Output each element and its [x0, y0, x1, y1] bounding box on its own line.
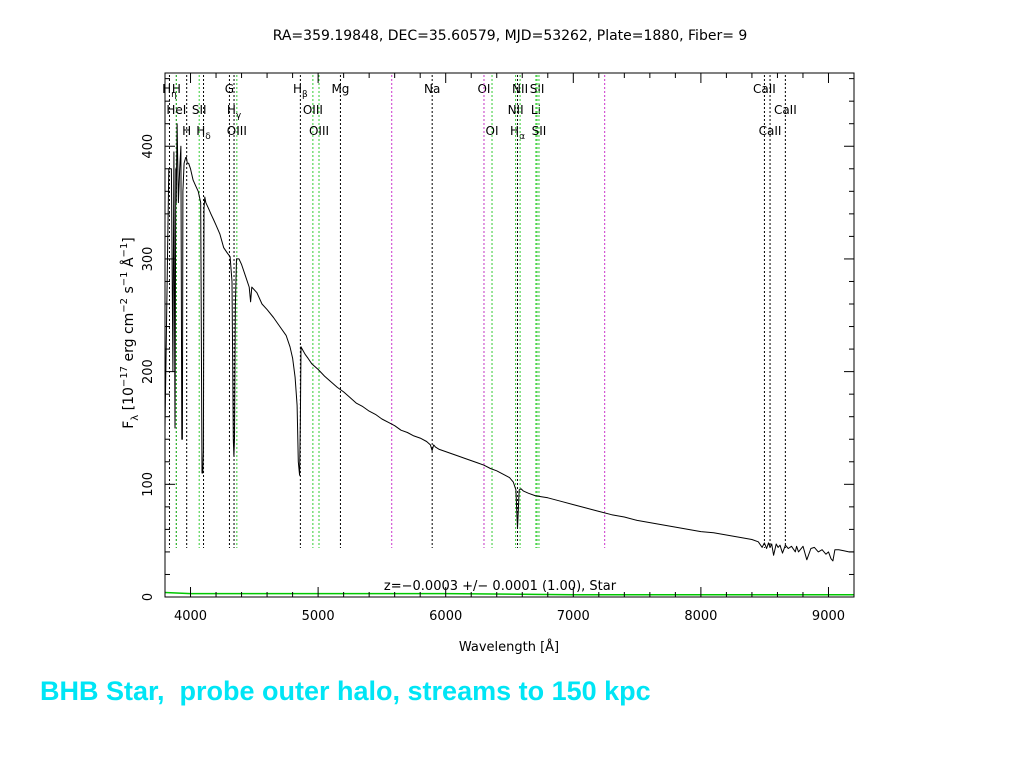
- spectral-line-label: OI: [486, 124, 499, 138]
- spectral-line-label: OIII: [309, 124, 329, 138]
- spectral-line-label: HeI: [166, 103, 186, 117]
- chart-title: RA=359.19848, DEC=35.60579, MJD=53262, P…: [273, 28, 748, 44]
- y-tick-label: 100: [141, 472, 156, 497]
- spectral-line-label: NII: [512, 82, 528, 96]
- y-label-exp2: −2: [119, 298, 130, 313]
- spectral-line-label: OIII: [227, 124, 247, 138]
- y-tick-label: 400: [141, 134, 156, 159]
- spectral-line-label: CaII: [753, 82, 776, 96]
- spectral-line-label: Mg: [331, 82, 349, 96]
- y-axis-label: Fλ [10−17 erg cm−2 s−1 Å−1]: [119, 237, 141, 429]
- spectral-line-label-subscript: α: [519, 132, 525, 142]
- spectral-line-label: SII: [530, 82, 545, 96]
- x-tick-label: 7000: [557, 609, 590, 624]
- y-label-exp1: −1: [119, 271, 130, 286]
- spectrum-chart: RA=359.19848, DEC=35.60579, MJD=53262, P…: [119, 28, 855, 655]
- axes: 4000 5000 6000 7000 8000 9000 0 100 200 300 400: [141, 73, 855, 624]
- plot-area: [164, 123, 854, 596]
- slide-caption: BHB Star, probe outer halo, streams to 1…: [40, 676, 651, 706]
- spectral-line-label-subscript: β: [302, 90, 308, 100]
- x-axis-label: Wavelength [Å]: [459, 639, 559, 655]
- spectral-line-label: SII: [532, 124, 547, 138]
- spectral-line-label: CaII: [759, 124, 782, 138]
- y-label-exp17: −17: [119, 366, 130, 387]
- x-tick-label: 4000: [174, 609, 207, 624]
- y-label-exp1b: −1: [119, 243, 130, 258]
- spectral-line-label-subscript: η: [171, 90, 177, 100]
- y-label-unit: Å: [120, 257, 137, 271]
- spectral-line-label: CaII: [774, 103, 797, 117]
- plot-frame: [164, 72, 855, 598]
- spectral-line-label: NII: [508, 103, 524, 117]
- y-tick-label: 300: [141, 247, 156, 272]
- y-label-s: s: [121, 286, 137, 298]
- spectrum-flux-line: [164, 123, 854, 562]
- x-tick-label: 5000: [302, 609, 335, 624]
- spectral-line-label: G: [225, 82, 234, 96]
- spectral-line-label: SII: [192, 103, 207, 117]
- y-label-f: F: [121, 421, 137, 429]
- spectral-line-label-subscript: γ: [236, 111, 242, 121]
- spectral-line-label: Li: [531, 103, 541, 117]
- spectral-line-label-subscript: δ: [205, 132, 211, 142]
- x-tick-label: 8000: [684, 609, 717, 624]
- x-tick-label: 9000: [812, 609, 845, 624]
- y-tick-label: 0: [141, 593, 156, 601]
- redshift-annotation: z=−0.0003 +/− 0.0001 (1.00), Star: [384, 579, 617, 594]
- x-tick-label: 6000: [429, 609, 462, 624]
- y-label-close: ]: [121, 237, 137, 242]
- spectral-line-label: Na: [424, 82, 440, 96]
- y-label-erg: erg cm: [121, 313, 137, 366]
- spectral-line-label: OIII: [303, 103, 323, 117]
- y-label-open: [10: [121, 387, 137, 415]
- y-label-lambda: λ: [130, 415, 141, 421]
- flux-error-line: [164, 591, 854, 596]
- spectral-line-label: Hγ: [227, 103, 242, 121]
- y-tick-label: 200: [141, 359, 156, 384]
- spectral-line-label: Hβ: [293, 82, 308, 100]
- spectral-line-label: H: [182, 124, 191, 138]
